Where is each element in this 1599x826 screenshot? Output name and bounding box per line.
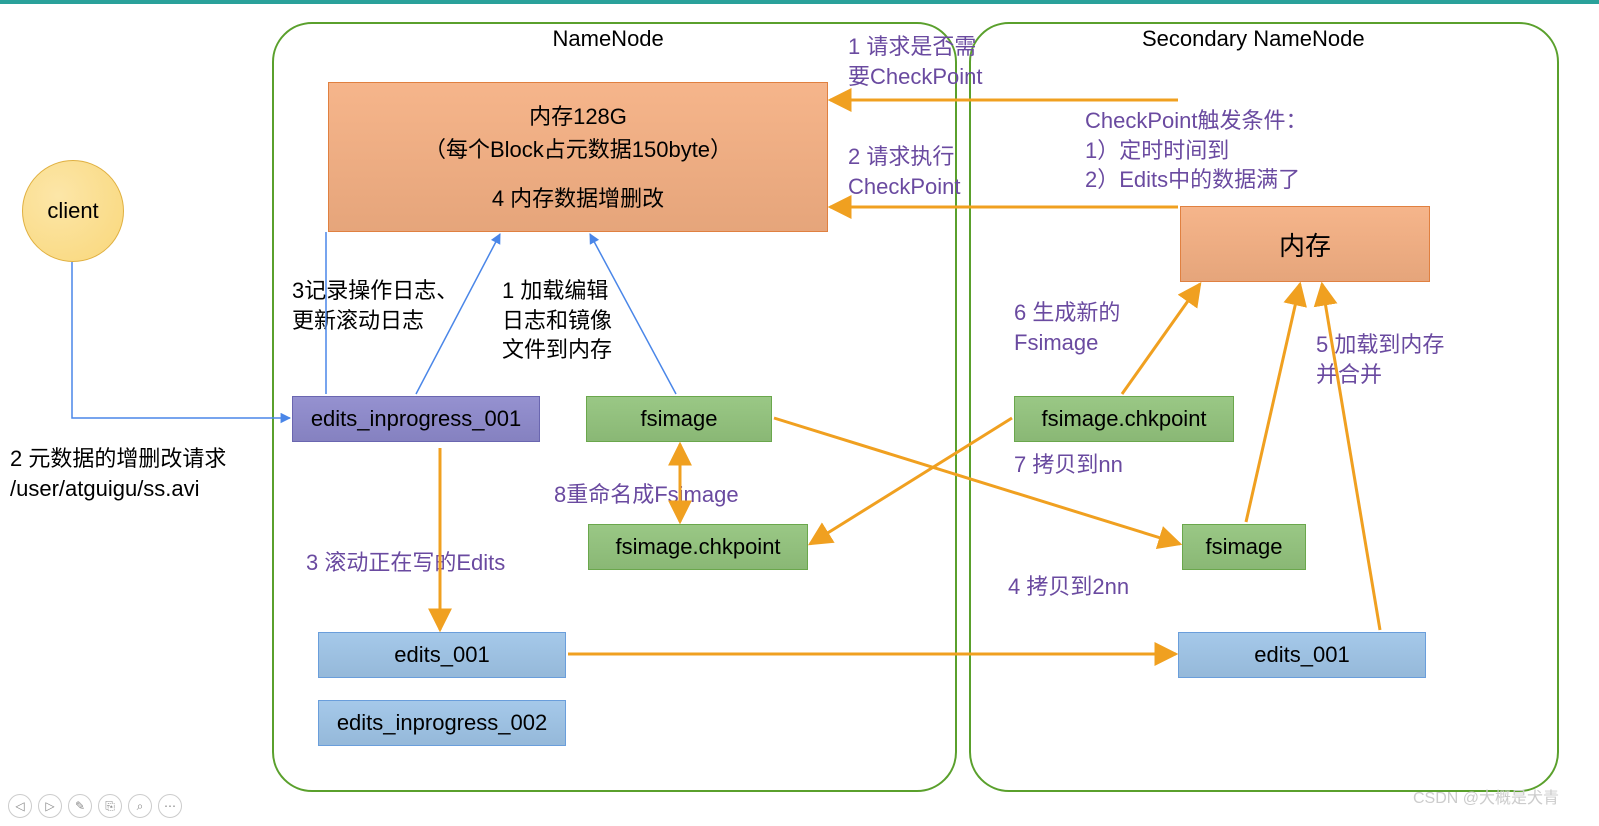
edge-fsimg_nn_to_snn_fs [774,418,1180,544]
arrow-layer [0,0,1599,826]
edge-client_bottom [72,262,290,418]
bottom-toolbar: ◁ ▷ ✎ ⎘ ⌕ ⋯ [8,794,182,818]
toolbar-next-icon[interactable]: ▷ [38,794,62,818]
edge-fsimage_to_mem [590,234,676,394]
edge-edits_snn_to_mem [1322,284,1380,630]
edge-fsimg_snn_to_mem [1246,284,1300,522]
edge-chk_from_mem [1122,284,1200,394]
edge-e_ip001_to_mem [416,234,500,394]
toolbar-edit-icon[interactable]: ✎ [68,794,92,818]
toolbar-more-icon[interactable]: ⋯ [158,794,182,818]
toolbar-copy-icon[interactable]: ⎘ [98,794,122,818]
toolbar-prev-icon[interactable]: ◁ [8,794,32,818]
watermark: CSDN @大概是犬青 [1413,784,1559,808]
toolbar-zoom-icon[interactable]: ⌕ [128,794,152,818]
